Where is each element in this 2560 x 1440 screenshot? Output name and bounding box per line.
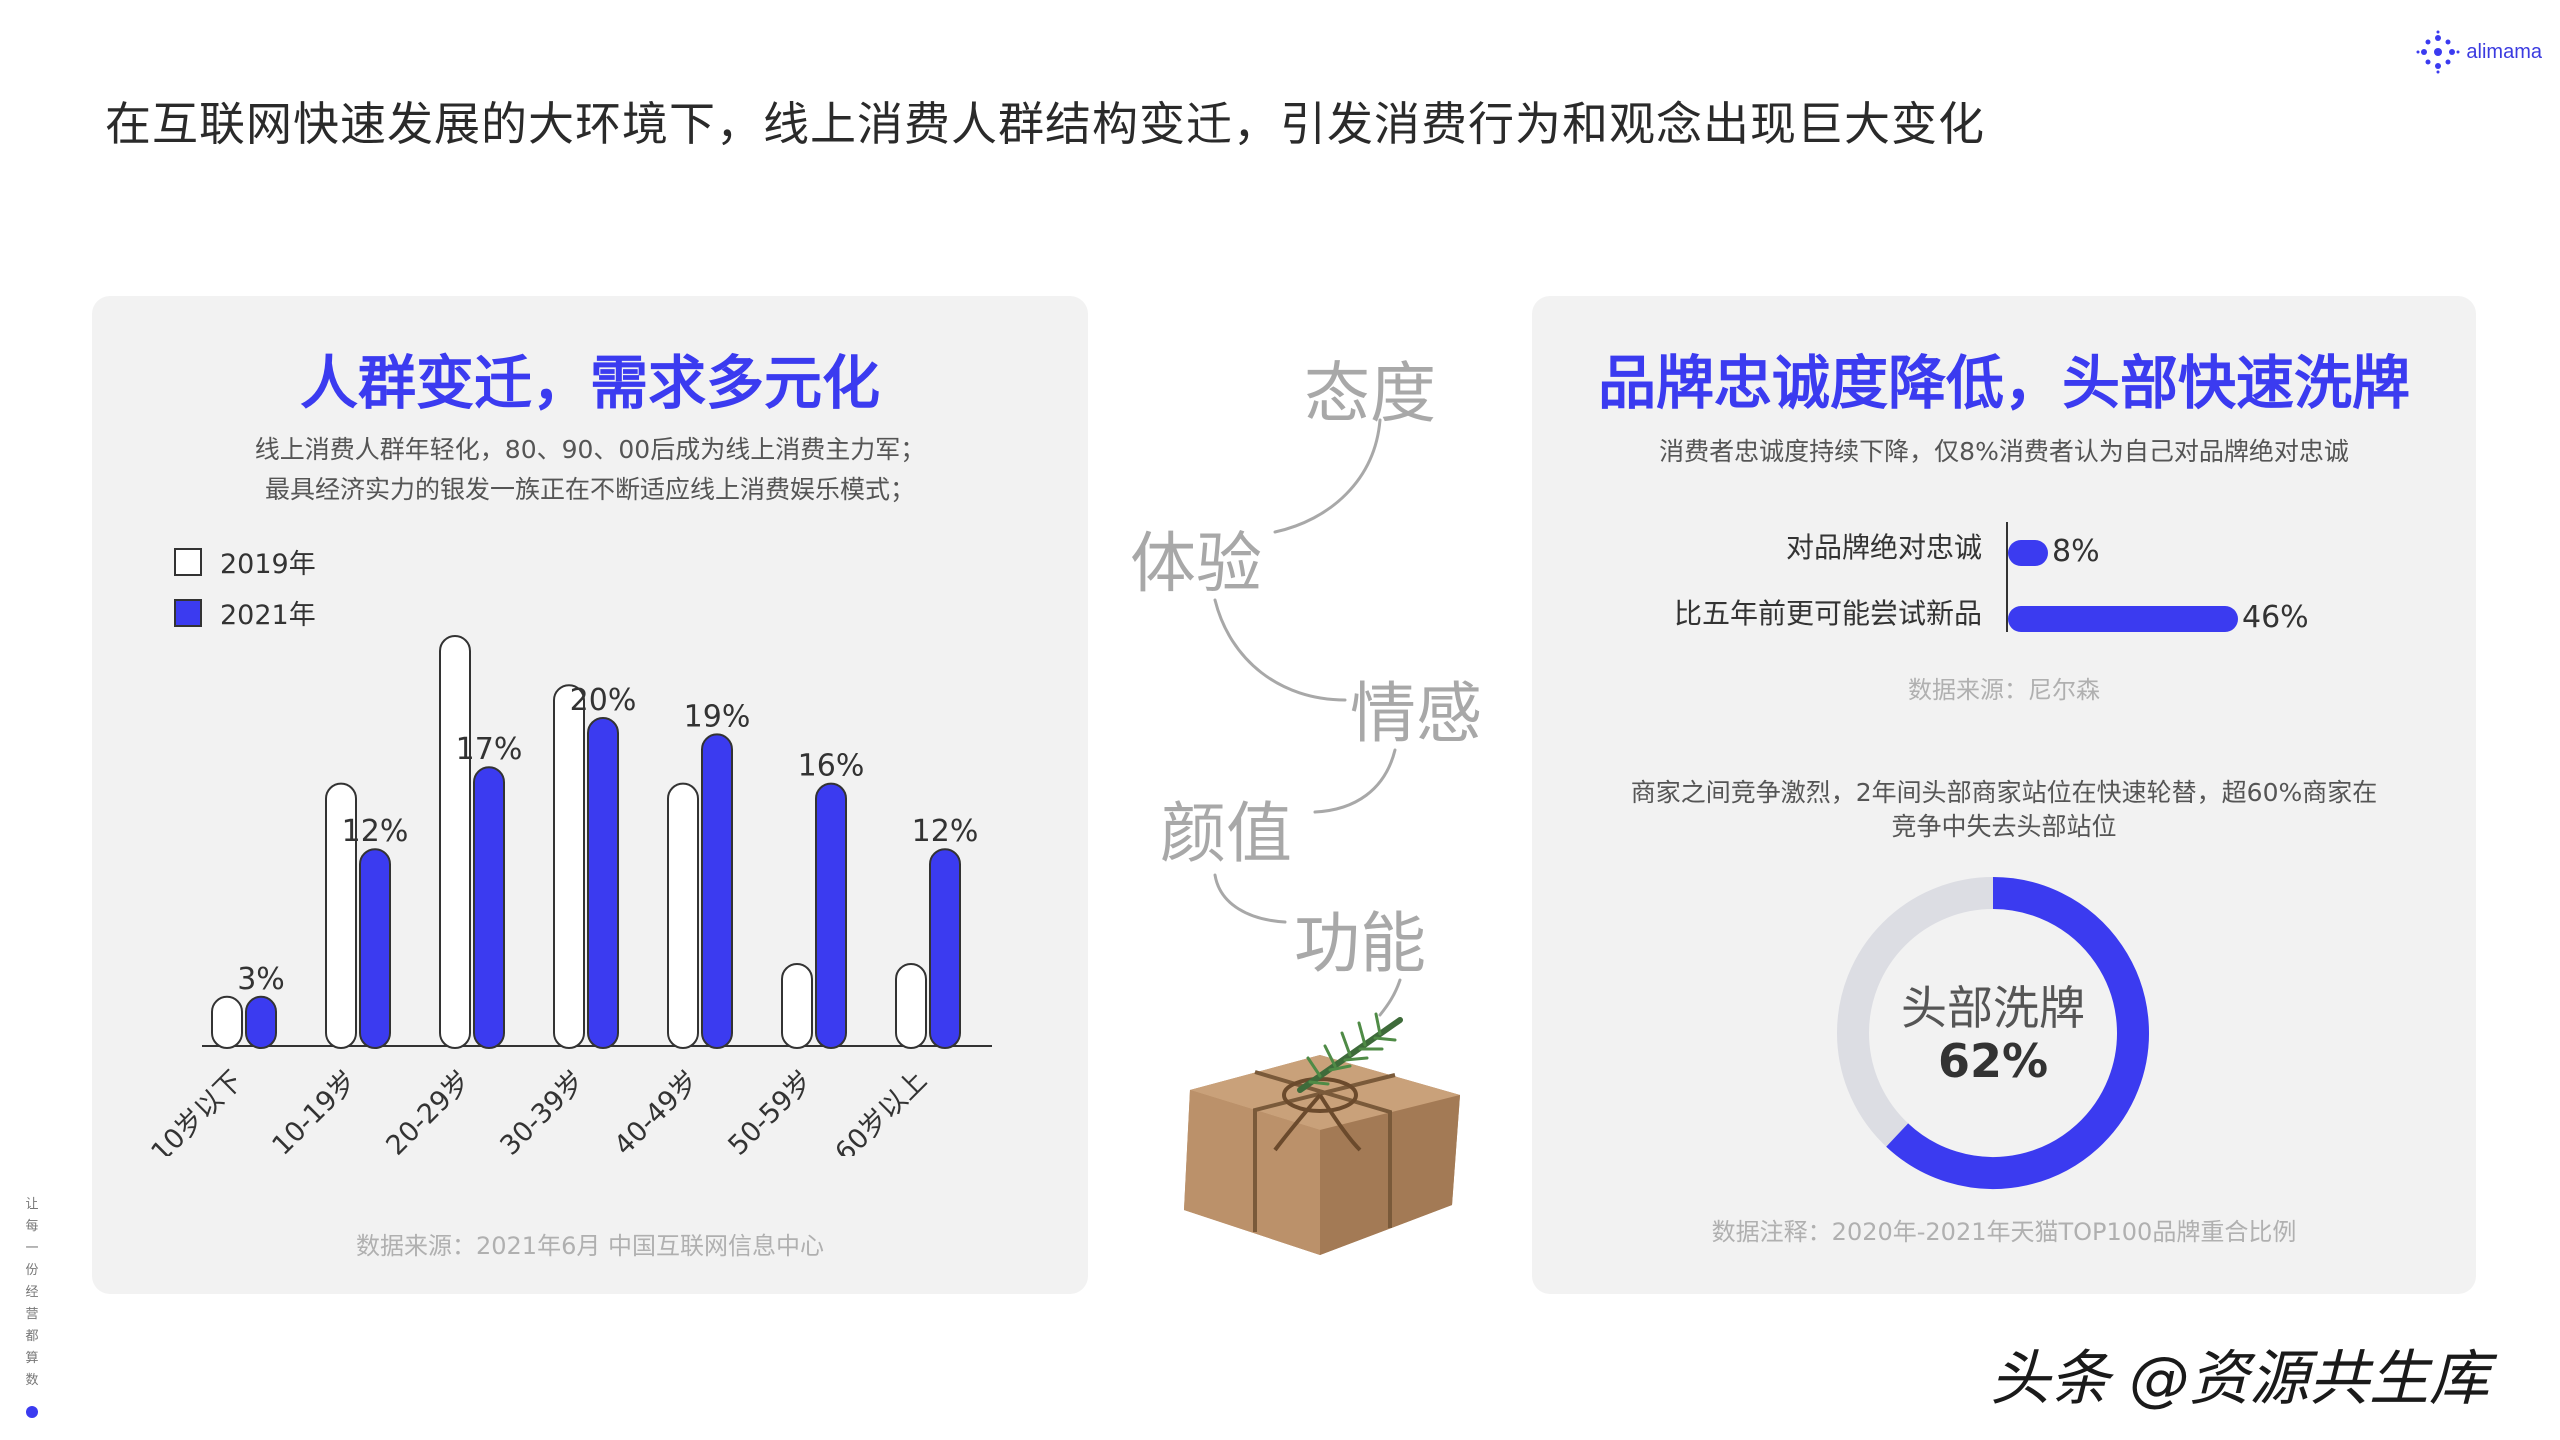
slogan-char-4: 经 [25, 1285, 39, 1300]
donut-center-value: 62% [1937, 1034, 2049, 1088]
slogan-char-6: 都 [25, 1329, 39, 1344]
right-panel-desc: 消费者忠诚度持续下降，仅8%消费者认为自己对品牌绝对忠诚 [1659, 437, 2349, 466]
slogan-char-8: 数 [25, 1373, 39, 1388]
bar-2021-6 [929, 848, 961, 1050]
bar-2019-2 [439, 635, 471, 1049]
hbar-value-0: 8% [2052, 534, 2100, 569]
legend-swatch-2019 [174, 547, 202, 576]
bar-2019-1 [325, 782, 357, 1049]
bar-2021-0 [245, 995, 277, 1049]
right-panel-title: 品牌忠诚度降低，头部快速洗牌 [1597, 349, 2410, 417]
keyword-function: 功能 [1294, 905, 1426, 982]
x-tick-label-0: 10岁以下 [145, 1065, 248, 1156]
x-tick-label-1: 10-19岁 [266, 1065, 362, 1156]
bar-label-0: 3% [237, 962, 285, 997]
age-bar-chart: 3% 10岁以下 12% 10-19岁 17% 20-29岁 20% 30-39岁 19% 40-… [145, 635, 992, 1156]
right-panel: 品牌忠诚度降低，头部快速洗牌 消费者忠诚度持续下降，仅8%消费者认为自己对品牌绝… [1532, 296, 2476, 1294]
middle-keywords: 态度 体验 情感 颜值 功能 [1100, 320, 1520, 1020]
bar-2021-2 [473, 766, 505, 1049]
bar-label-4: 19% [684, 699, 751, 734]
legend-2021: 2021年 [174, 593, 316, 632]
right-panel-source1: 数据来源：尼尔森 [1908, 676, 2100, 704]
slogan-char-0: 让 [25, 1197, 39, 1212]
donut-center-label: 头部洗牌 [1901, 981, 2085, 1035]
hbar-label-try-new: 比五年前更可能尝试新品 [1673, 597, 1982, 630]
slogan-char-1: 每 [25, 1219, 39, 1234]
bar-2019-3 [553, 684, 585, 1049]
legend-label-2019: 2019年 [220, 549, 316, 580]
slogan-char-7: 算 [25, 1351, 39, 1366]
horizontal-bar-chart: 8% 46% [2006, 522, 2426, 635]
bar-2021-1 [359, 848, 391, 1050]
watermark: 头条 @资源共生库 [1990, 1344, 2490, 1414]
x-tick-label-5: 50-59岁 [722, 1065, 818, 1156]
left-panel-desc-line1: 线上消费人群年轻化，80、90、00后成为线上消费主力军； [254, 435, 926, 464]
bar-2019-6 [895, 963, 927, 1049]
keyword-experience: 体验 [1130, 525, 1262, 602]
x-tick-label-6: 60岁以上 [829, 1065, 932, 1156]
logo-text: alimama [2466, 40, 2542, 63]
bar-label-1: 12% [342, 814, 409, 849]
bar-label-2: 17% [456, 732, 523, 767]
connector-curves [1213, 418, 1402, 1017]
hbar-0 [2008, 540, 2048, 566]
left-panel: 人群变迁，需求多元化 线上消费人群年轻化，80、90、00后成为线上消费主力军；… [92, 296, 1088, 1294]
vertical-slogan: 让每一份经营都算数 [22, 1194, 42, 1392]
right-panel-desc2-line1: 商家之间竞争激烈，2年间头部商家站位在快速轮替，超60%商家在 [1630, 778, 2378, 807]
bar-label-5: 16% [798, 749, 865, 784]
left-panel-source: 数据来源：2021年6月 中国互联网信息中心 [356, 1232, 824, 1260]
page-headline: 在互联网快速发展的大环境下，线上消费人群结构变迁，引发消费行为和观念出现巨大变化 [105, 97, 1985, 151]
hbar-1 [2008, 606, 2238, 632]
hbar-axis-line [2006, 522, 2008, 632]
legend-label-2021: 2021年 [220, 600, 316, 631]
x-tick-label-3: 30-39岁 [494, 1065, 590, 1156]
slogan-char-2: 一 [25, 1241, 39, 1256]
bar-label-6: 12% [912, 814, 979, 849]
right-panel-source2: 数据注释：2020年-2021年天猫TOP100品牌重合比例 [1711, 1218, 2297, 1246]
left-panel-desc-line2: 最具经济实力的银发一族正在不断适应线上消费娱乐模式； [264, 475, 915, 504]
bar-2019-5 [781, 963, 813, 1049]
alimama-logo-icon [2416, 30, 2460, 74]
keyword-attitude: 态度 [1304, 355, 1436, 432]
chart-legend: 2019年 2021年 [174, 542, 316, 632]
legend-2019: 2019年 [174, 542, 316, 581]
hbar-value-1: 46% [2242, 600, 2309, 635]
hbar-label-loyal: 对品牌绝对忠诚 [1785, 531, 1982, 564]
x-tick-label-4: 40-49岁 [608, 1065, 704, 1156]
gift-box-image [1184, 1012, 1460, 1255]
bar-2021-4 [701, 733, 733, 1049]
keyword-emotion: 情感 [1350, 675, 1482, 752]
x-tick-label-2: 20-29岁 [380, 1065, 476, 1156]
keyword-looks: 颜值 [1160, 795, 1292, 872]
left-panel-title: 人群变迁，需求多元化 [299, 349, 880, 417]
bar-2021-3 [587, 717, 619, 1049]
bar-2021-5 [815, 782, 847, 1049]
right-panel-desc2-line2: 竞争中失去头部站位 [1891, 812, 2117, 841]
slogan-dot [26, 1406, 38, 1418]
donut-slice-head [1886, 877, 2149, 1189]
donut-chart [1837, 877, 2149, 1189]
legend-swatch-2021 [174, 598, 202, 627]
bar-2019-0 [211, 995, 243, 1049]
alimama-logo: alimama [2416, 30, 2542, 74]
slogan-char-3: 份 [25, 1263, 39, 1278]
bar-label-3: 20% [570, 683, 637, 718]
bar-2019-4 [667, 782, 699, 1049]
slogan-char-5: 营 [25, 1307, 39, 1322]
